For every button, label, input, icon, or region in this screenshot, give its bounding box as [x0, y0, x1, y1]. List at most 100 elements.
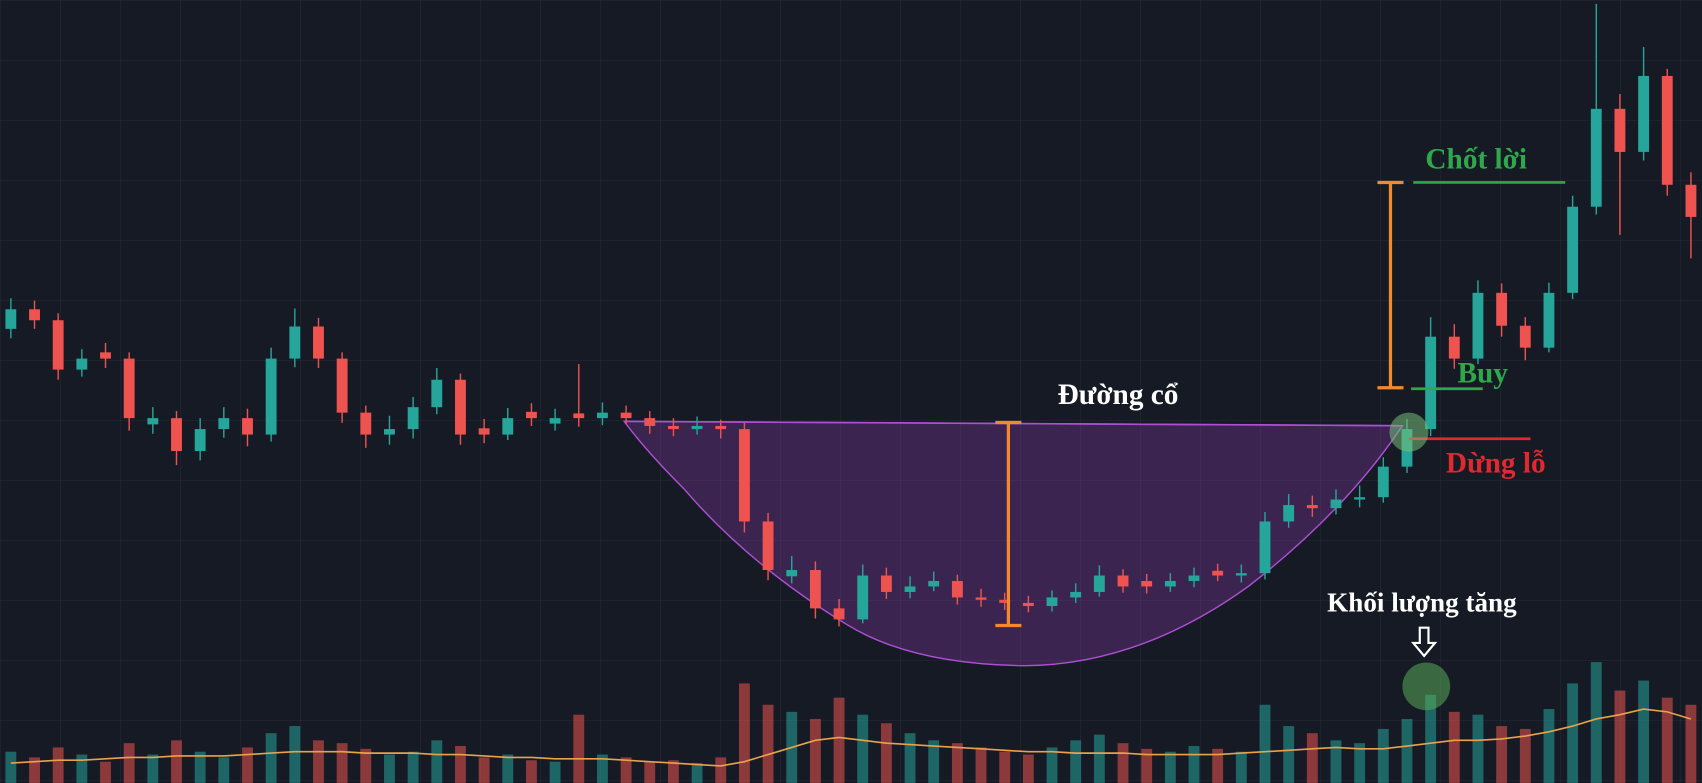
volume-bar — [644, 761, 656, 783]
volume-bar — [242, 747, 253, 783]
volume-bar — [5, 751, 17, 783]
volume-bar — [880, 723, 892, 783]
candle-body — [1472, 292, 1484, 359]
volume-bar — [478, 757, 490, 783]
candle-body — [999, 599, 1011, 603]
volume-bar — [1283, 726, 1295, 783]
candle-body — [1283, 505, 1295, 522]
candle-body — [738, 429, 750, 522]
volume-bar — [218, 757, 230, 783]
candle-body — [147, 418, 159, 425]
candle-body — [644, 418, 656, 426]
volume-ma-line — [10, 708, 1692, 767]
candle-body — [171, 418, 182, 452]
candle-body — [336, 358, 348, 413]
volume-bar — [1070, 740, 1082, 783]
annotations: Đường cổ Chốt lời Buy Dừng lỗ Khối lượng… — [995, 143, 1566, 711]
candle-body — [1661, 75, 1673, 185]
candle-body — [289, 326, 301, 359]
candle-body — [1496, 292, 1508, 326]
candle-body — [951, 580, 963, 598]
volume-bar — [360, 748, 372, 783]
candle-body — [809, 570, 821, 609]
candle-body — [1354, 497, 1366, 500]
volume-bar — [1330, 740, 1342, 783]
candle-body — [549, 418, 561, 424]
volume-bar — [1661, 697, 1673, 783]
candle-body — [597, 412, 608, 419]
volume-bar — [1496, 726, 1508, 783]
volume-bar — [1188, 746, 1200, 783]
candle-body — [1377, 466, 1389, 498]
candle-body — [1448, 336, 1460, 359]
candle-body — [1259, 521, 1271, 574]
candle-body — [904, 586, 916, 592]
volume-bar — [1377, 728, 1389, 783]
candle-body — [715, 425, 727, 430]
volume-bar — [1212, 748, 1224, 783]
volume-bar — [928, 740, 940, 783]
candle-body — [360, 412, 372, 435]
candle-body — [1046, 597, 1058, 607]
volume-bar — [573, 714, 585, 783]
candle-body — [1543, 292, 1555, 348]
volume-bar — [1425, 694, 1437, 783]
volume-bar — [1638, 680, 1650, 783]
candle-body — [1117, 575, 1129, 587]
candle-body — [1141, 580, 1153, 587]
candle-body — [620, 412, 632, 419]
volume-bar — [194, 751, 206, 783]
volume-bar — [384, 754, 395, 783]
volume-bar — [1046, 747, 1058, 783]
candle-body — [526, 411, 537, 419]
candle-body — [1235, 573, 1247, 576]
volume-bar — [691, 763, 703, 783]
candle-body — [1330, 499, 1342, 509]
volume-bar — [1093, 734, 1105, 783]
candle-body — [1022, 602, 1034, 607]
volume-bar — [123, 743, 135, 783]
volume-bar — [1141, 748, 1153, 783]
volume-bar — [100, 761, 111, 783]
volume-bar — [1306, 733, 1318, 783]
candle-body — [786, 570, 798, 577]
candle-body — [1093, 575, 1105, 592]
volume-bar — [76, 754, 88, 783]
candle-body — [573, 413, 585, 419]
volume-bar — [999, 751, 1011, 783]
volume-bar — [809, 718, 821, 783]
volume-bar — [1472, 714, 1484, 783]
take-profit-label: Chốt lời — [1425, 143, 1527, 175]
volume-bar — [1022, 754, 1034, 783]
volume-bar — [1685, 704, 1697, 783]
candle-body — [1070, 591, 1082, 598]
volume-bar — [171, 740, 182, 783]
volume-bar — [1567, 683, 1579, 783]
volume-bar — [715, 757, 727, 783]
volume-bar — [313, 740, 324, 783]
candle-body — [1425, 336, 1437, 430]
candle-body — [691, 425, 703, 430]
volume-bar — [455, 746, 466, 783]
candle-body — [833, 608, 845, 620]
volume-bar — [265, 733, 277, 783]
volume-bar — [833, 697, 845, 783]
volume-bar — [975, 747, 987, 783]
volume-marker — [1402, 662, 1451, 711]
volume-bar — [738, 683, 750, 783]
candle-body — [265, 358, 277, 435]
candle-body — [1188, 575, 1200, 581]
candle-body — [478, 428, 490, 435]
candle-body — [1306, 505, 1318, 509]
volume-bar — [502, 754, 514, 783]
candle-body — [762, 521, 774, 571]
volume-bar — [951, 743, 963, 783]
candle-body — [218, 418, 230, 430]
candle-body — [29, 309, 40, 321]
candle-body — [52, 320, 64, 370]
volume-bar — [620, 757, 632, 783]
volume-bar — [1519, 728, 1531, 783]
candle-body — [880, 575, 892, 592]
neckline-label: Đường cổ — [1058, 379, 1179, 411]
volume-bar — [526, 760, 537, 783]
